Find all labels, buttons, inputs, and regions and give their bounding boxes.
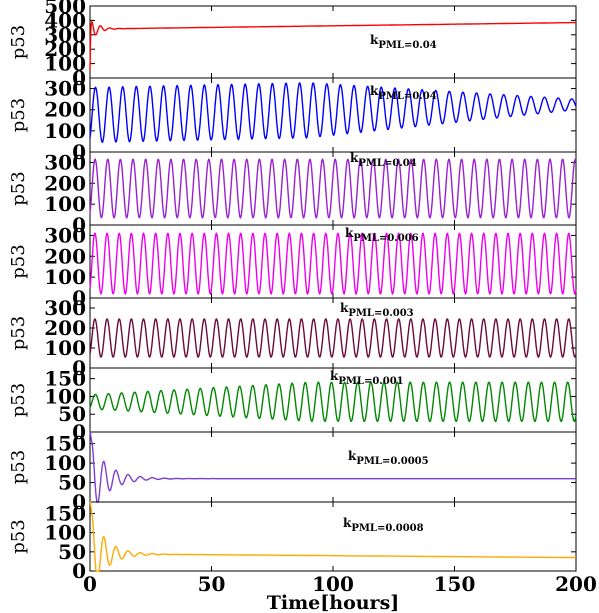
y-tick-label: 100 bbox=[44, 119, 86, 143]
panel-7-frame bbox=[89, 431, 577, 503]
y-tick-label: 400 bbox=[44, 8, 86, 32]
y-axis-label: p53 bbox=[8, 316, 29, 350]
y-axis-label: p53 bbox=[8, 98, 29, 132]
x-tick-label: 50 bbox=[198, 572, 226, 596]
y-tick-label: 0 bbox=[72, 420, 86, 444]
y-tick-label: 100 bbox=[44, 265, 86, 289]
y-tick-label: 200 bbox=[44, 37, 86, 61]
y-tick-label: 200 bbox=[44, 98, 86, 122]
series-line-panel-1 bbox=[89, 20, 576, 70]
x-tick-label: 0 bbox=[83, 572, 97, 596]
y-tick-label: 200 bbox=[44, 171, 86, 195]
y-tick-label: 300 bbox=[44, 23, 86, 47]
y-tick-label: 50 bbox=[58, 540, 86, 564]
panel-annotation: kPML=0.04 bbox=[350, 151, 417, 169]
y-axis-label: p53 bbox=[8, 383, 29, 417]
y-tick-label: 300 bbox=[44, 150, 86, 174]
series-line-panel-3 bbox=[89, 158, 577, 219]
y-tick-label: 300 bbox=[44, 223, 86, 247]
y-tick-label: 0 bbox=[72, 213, 86, 237]
y-tick-label: 100 bbox=[44, 52, 86, 76]
y-tick-label: 100 bbox=[44, 192, 86, 216]
y-tick-label: 200 bbox=[44, 316, 86, 340]
y-tick-label: 100 bbox=[44, 336, 86, 360]
y-tick-label: 150 bbox=[44, 367, 86, 391]
y-tick-label: 50 bbox=[58, 402, 86, 426]
panel-annotation: kPML=0.04 bbox=[370, 84, 437, 102]
y-tick-label: 100 bbox=[44, 521, 86, 545]
y-tick-label: 0 bbox=[72, 356, 86, 380]
y-tick-label: 100 bbox=[44, 451, 86, 475]
series-line-panel-4 bbox=[89, 232, 577, 296]
series-line-panel-8 bbox=[89, 501, 576, 572]
y-axis-label: p53 bbox=[8, 244, 29, 278]
y-tick-label: 0 bbox=[72, 490, 86, 514]
y-tick-label: 100 bbox=[44, 384, 86, 408]
y-tick-label: 300 bbox=[44, 77, 86, 101]
y-tick-label: 50 bbox=[58, 471, 86, 495]
series-line-panel-6 bbox=[89, 381, 577, 423]
panel-annotation: kPML=0.0008 bbox=[343, 516, 424, 534]
panel-annotation: kPML=0.001 bbox=[330, 369, 404, 387]
panel-5-frame bbox=[89, 297, 577, 369]
series-line-panel-5 bbox=[89, 318, 577, 358]
y-tick-label: 300 bbox=[44, 296, 86, 320]
panel-annotation: kPML=0.04 bbox=[370, 33, 437, 51]
panel-annotation: kPML=0.006 bbox=[345, 226, 419, 244]
x-tick-label: 200 bbox=[555, 572, 597, 596]
y-tick-label: 500 bbox=[44, 0, 86, 18]
y-tick-label: 0 bbox=[72, 140, 86, 164]
y-axis-label: p53 bbox=[8, 450, 29, 484]
y-axis-label: p53 bbox=[8, 519, 29, 553]
y-tick-label: 150 bbox=[44, 502, 86, 526]
y-tick-label: 0 bbox=[72, 66, 86, 90]
x-tick-label: 150 bbox=[434, 572, 476, 596]
x-axis-label: Time[hours] bbox=[267, 592, 400, 613]
panel-1-frame bbox=[89, 5, 577, 79]
y-tick-label: 150 bbox=[44, 432, 86, 456]
panel-annotation: kPML=0.0005 bbox=[348, 449, 429, 467]
y-axis-label: p53 bbox=[8, 171, 29, 205]
series-line-panel-7 bbox=[89, 431, 576, 503]
series-line-panel-2 bbox=[89, 82, 577, 144]
y-tick-label: 0 bbox=[72, 559, 86, 583]
y-tick-label: 200 bbox=[44, 244, 86, 268]
panel-annotation: kPML=0.003 bbox=[340, 301, 414, 319]
y-tick-label: 0 bbox=[72, 286, 86, 310]
x-tick-label: 100 bbox=[312, 572, 354, 596]
y-axis-label: p53 bbox=[8, 25, 29, 59]
panel-8-frame bbox=[89, 501, 577, 572]
